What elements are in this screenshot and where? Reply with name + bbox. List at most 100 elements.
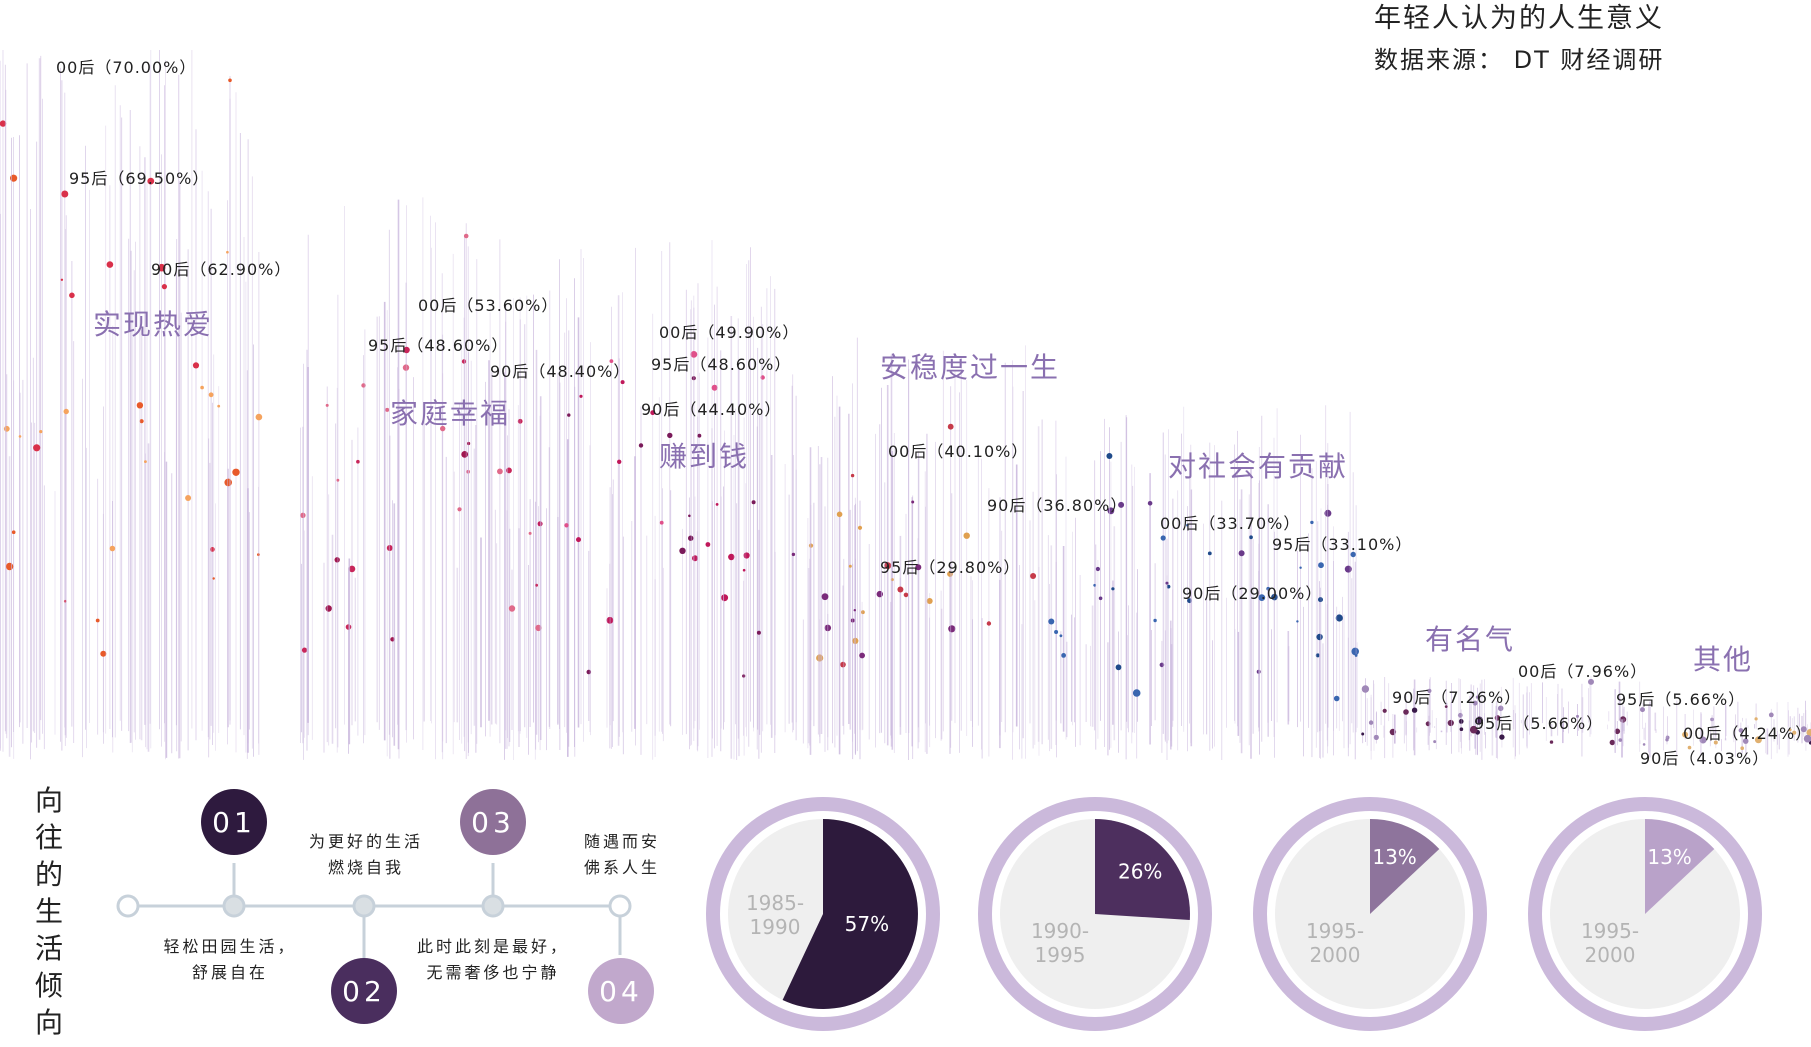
stem-dot [1166,584,1171,589]
data-label: 90后（29.00%） [1182,584,1323,603]
stem-dot [497,468,503,475]
stem-dot [440,425,446,432]
stem-dot [650,410,656,416]
stem-dot [848,564,852,568]
pie-slice [782,819,918,1009]
stem-dot [876,590,883,598]
data-label: 95后（5.66%） [1616,690,1746,709]
stem-dot [853,609,856,612]
stem-dot [257,553,260,556]
stem-dot [617,459,622,464]
stem-dot [1497,705,1504,712]
stem-dot [255,413,263,421]
stem-dot [576,537,581,543]
stem-dot [403,346,410,354]
stem-dot [1740,746,1744,750]
stem-dot [528,531,532,535]
stem-dot [638,443,644,448]
category-label: 赚到钱 [659,440,750,473]
stem-dot [200,385,204,390]
category-label: 家庭幸福 [390,397,511,430]
data-label: 90后（4.03%） [1640,749,1770,768]
data-label: 90后（48.40%） [490,362,631,381]
stem-dot [1754,717,1758,721]
stem-dot [348,565,356,573]
data-label: 95后（48.60%） [368,336,509,355]
stem-dot [659,520,664,525]
stem-dot [1699,736,1707,744]
stem-dot [1433,740,1437,744]
stem-dot [1803,734,1811,743]
stem-dot [463,233,469,239]
stem-dot [192,362,200,369]
stem-dot [728,553,735,561]
timeline-node [116,894,140,918]
pie-value: 57% [845,912,889,936]
stem-dot [743,552,750,559]
data-label: 95后（48.60%） [651,355,792,374]
stem-dot [386,545,393,551]
stem-dot [915,564,922,571]
timeline-step-04: 04 [588,958,654,1024]
stem-dot [1373,734,1379,741]
stem-dot [1618,738,1623,742]
stem-dot [100,650,107,657]
category-label: 有名气 [1425,623,1516,656]
category-label: 其他 [1693,643,1754,676]
stem-dot [1354,654,1358,657]
timeline-text: 轻松田园生活， 舒展自在 [150,934,310,986]
pie-label: 1985- [746,891,804,915]
stem-dot [217,404,221,408]
stem-dot [986,621,992,626]
stem-dot [948,625,956,633]
stem-dot [228,78,232,83]
data-label: 90后（44.40%） [641,400,782,419]
stem-dot [11,530,16,534]
stem-dot [60,278,64,281]
stem-chart [0,50,1811,760]
timeline-step-02: 02 [331,958,397,1024]
pie-ring [1528,797,1762,1031]
chart-title: 年轻人认为的人生意义 [1374,3,1664,34]
stem-dot [579,394,583,398]
stem-dot [1147,501,1153,506]
stem-dot [1095,566,1100,572]
pie-chart: 13% 1995-2000 [1528,797,1762,1031]
stem-dot [861,610,865,615]
stem-dot [185,495,192,501]
stem-dot [139,419,144,424]
stem-dot [1318,597,1323,603]
data-label: 00后（4.24%） [1683,724,1811,743]
stem-dot [1030,573,1037,579]
stem-dot [688,535,694,541]
stem-dot [897,586,904,593]
stem-dot [1609,739,1616,746]
pie-slice [1095,819,1190,920]
stem-dot [1324,509,1332,517]
stem-dot [742,568,746,572]
stem-dot [1576,714,1579,718]
stem-dot [1310,520,1314,525]
stem-dot [1335,614,1343,622]
stem-dot [1427,688,1432,694]
stem-dot [1266,586,1271,591]
stem-dot [144,460,147,463]
stem-dot [224,478,232,487]
data-label: 90后（36.80%） [987,496,1128,515]
timeline-node [352,894,376,918]
stem-dot [840,661,846,668]
stem-dot [791,552,796,557]
stem-dot [1469,725,1478,734]
stem-dot [836,511,843,518]
stem-dot [1249,535,1253,540]
stem-dot [63,408,69,415]
stem-dot [208,392,214,398]
stem-dot [1048,618,1055,625]
stem-dot [1800,726,1807,733]
stem-dot [1742,738,1749,744]
stem-dot [232,468,240,476]
stem-dot [61,190,69,198]
stem-dot [106,261,114,268]
stem-dot [461,359,467,364]
stem-dot [821,593,829,601]
